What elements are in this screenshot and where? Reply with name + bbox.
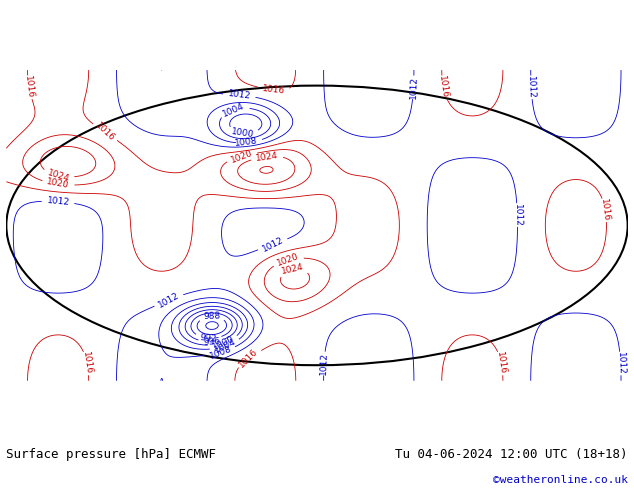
Text: 988: 988 [203, 312, 221, 321]
Text: 1016: 1016 [23, 75, 35, 99]
Text: 1016: 1016 [81, 351, 93, 375]
Text: 1012: 1012 [526, 76, 536, 99]
Text: 1004: 1004 [213, 337, 238, 355]
Text: 1016: 1016 [262, 84, 286, 96]
Text: 1016: 1016 [599, 198, 611, 222]
Text: 1012: 1012 [616, 352, 626, 375]
Text: 1012: 1012 [46, 196, 70, 207]
Text: 1012: 1012 [261, 235, 285, 254]
Text: 1008: 1008 [235, 137, 258, 148]
Text: 1016: 1016 [495, 351, 507, 375]
Text: Tu 04-06-2024 12:00 UTC (18+18): Tu 04-06-2024 12:00 UTC (18+18) [395, 447, 628, 461]
Text: 1012: 1012 [319, 352, 329, 375]
Text: 1016: 1016 [94, 121, 117, 144]
Text: 1012: 1012 [408, 76, 418, 99]
Text: 1000: 1000 [231, 127, 255, 140]
Text: ©weatheronline.co.uk: ©weatheronline.co.uk [493, 475, 628, 485]
Text: 1016: 1016 [238, 347, 260, 369]
Text: 1020: 1020 [46, 177, 70, 191]
Text: Surface pressure [hPa] ECMWF: Surface pressure [hPa] ECMWF [6, 447, 216, 461]
Text: 1024: 1024 [46, 168, 70, 183]
Text: 1000: 1000 [212, 334, 236, 351]
Text: 1004: 1004 [221, 101, 246, 119]
Text: 1024: 1024 [281, 263, 305, 276]
Text: 1020: 1020 [275, 252, 300, 268]
Text: 1012: 1012 [157, 291, 181, 310]
Text: 992: 992 [199, 333, 217, 343]
Text: 1008: 1008 [208, 344, 233, 361]
Text: 1024: 1024 [255, 151, 279, 163]
Text: 1020: 1020 [229, 148, 254, 165]
Text: 996: 996 [203, 337, 221, 346]
Text: 1012: 1012 [228, 89, 251, 101]
Text: 1012: 1012 [512, 203, 522, 226]
Text: 1016: 1016 [437, 75, 450, 99]
